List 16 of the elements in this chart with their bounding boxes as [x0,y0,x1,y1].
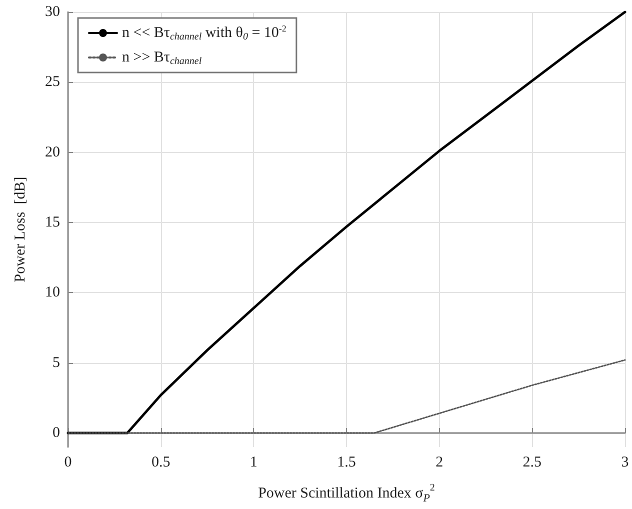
x-tick-label: 1 [250,454,258,470]
y-axis-title: Power Loss [dB] [12,176,28,282]
y-tick-label: 0 [52,424,60,441]
x-tick-label: 0 [64,454,72,470]
x-tick-label: 0.5 [151,454,170,470]
x-tick-label: 2 [436,454,444,470]
y-tick-label: 25 [45,74,60,90]
line-series [67,359,626,434]
y-tick-label: 15 [45,214,60,230]
x-tick-label: 3 [621,454,629,470]
x-tick-label: 1.5 [337,454,356,470]
y-tick-label: 5 [52,354,60,371]
y-tick-label: 20 [45,144,60,160]
y-tick-label: 10 [45,284,60,301]
y-tick-label: 30 [45,4,60,20]
x-tick-label: 2.5 [522,454,542,470]
